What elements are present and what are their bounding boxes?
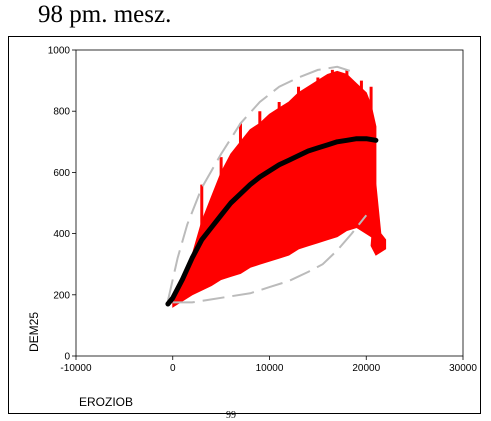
y-tick-label: 400	[53, 229, 70, 240]
y-tick-label: 600	[53, 168, 70, 179]
x-tick-label: 10000	[256, 363, 284, 374]
confidence-ellipse-layer	[166, 65, 368, 304]
point-cloud-tail	[370, 184, 387, 256]
x-axis-title: EROZIOB	[79, 395, 133, 409]
x-tick-label: -10000	[60, 363, 92, 374]
y-tick-label: 1000	[48, 46, 71, 57]
y-tick-label: 0	[64, 352, 70, 363]
ellipse-lower-arc	[172, 214, 368, 304]
y-tick-label: 800	[53, 107, 70, 118]
x-tick-label: 20000	[352, 363, 380, 374]
page-heading: 98 pm. mesz.	[38, 1, 172, 28]
y-axis-title: DEM25	[27, 312, 41, 352]
page-number-fragment: 99	[226, 410, 236, 421]
x-tick-label: 0	[170, 363, 176, 374]
point-cloud-main	[172, 70, 377, 308]
x-tick-label: 30000	[449, 363, 477, 374]
trend-line	[165, 136, 379, 307]
y-tick-label: 200	[53, 290, 70, 301]
point-cloud-layer	[172, 69, 387, 308]
trend-line-layer	[165, 136, 379, 307]
ellipse-upper-arc	[166, 65, 353, 302]
